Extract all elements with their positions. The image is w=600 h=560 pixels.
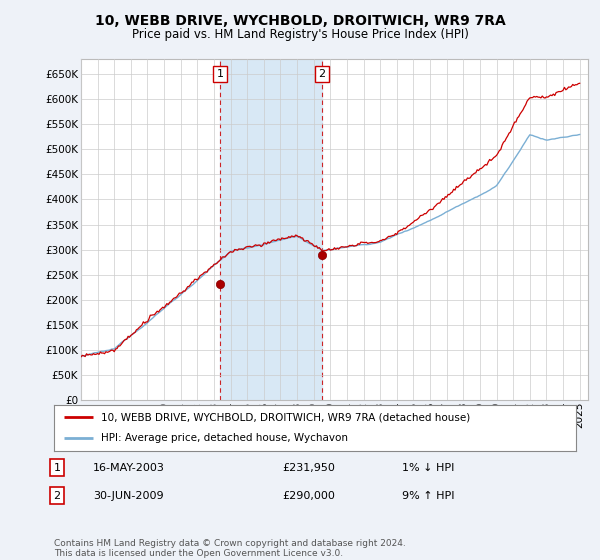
Text: 16-MAY-2003: 16-MAY-2003 [93,463,165,473]
Text: 2: 2 [319,69,326,79]
Text: 1: 1 [217,69,224,79]
Bar [220,59,322,400]
Text: 1% ↓ HPI: 1% ↓ HPI [402,463,454,473]
Text: 30-JUN-2009: 30-JUN-2009 [93,491,164,501]
Text: 9% ↑ HPI: 9% ↑ HPI [402,491,455,501]
Text: 10, WEBB DRIVE, WYCHBOLD, DROITWICH, WR9 7RA: 10, WEBB DRIVE, WYCHBOLD, DROITWICH, WR9… [95,14,505,28]
Text: £231,950: £231,950 [282,463,335,473]
Text: HPI: Average price, detached house, Wychavon: HPI: Average price, detached house, Wych… [101,433,348,444]
Text: £290,000: £290,000 [282,491,335,501]
Text: 2: 2 [53,491,61,501]
Text: Contains HM Land Registry data © Crown copyright and database right 2024.
This d: Contains HM Land Registry data © Crown c… [54,539,406,558]
Text: Price paid vs. HM Land Registry's House Price Index (HPI): Price paid vs. HM Land Registry's House … [131,28,469,41]
Text: 1: 1 [53,463,61,473]
Text: 10, WEBB DRIVE, WYCHBOLD, DROITWICH, WR9 7RA (detached house): 10, WEBB DRIVE, WYCHBOLD, DROITWICH, WR9… [101,412,470,422]
